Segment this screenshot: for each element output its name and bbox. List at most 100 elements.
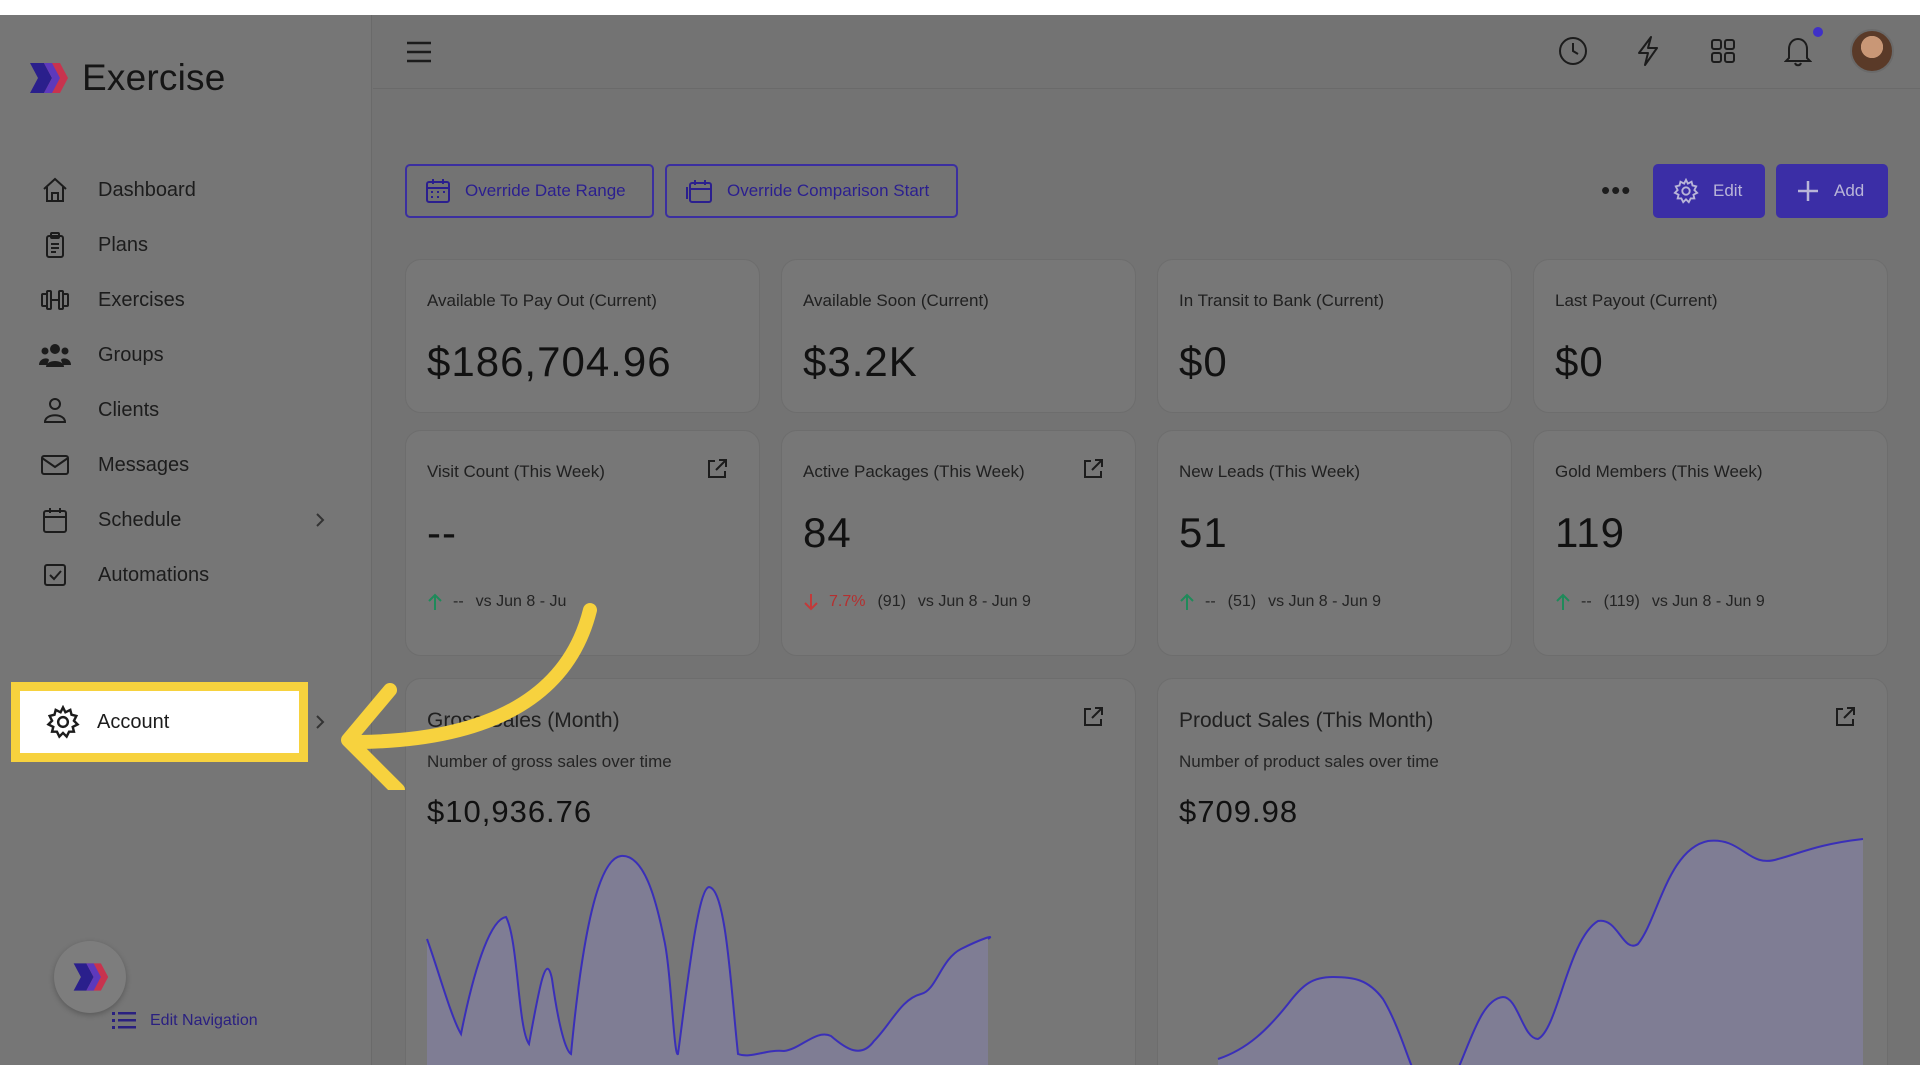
chevron-right-icon[interactable]: [310, 712, 330, 732]
card-value: 119: [1555, 509, 1625, 556]
comparison-row: 7.7% (91) vs Jun 8 - Jun 9: [803, 593, 1031, 611]
list-icon: [112, 1012, 136, 1029]
arrow-down-icon: [804, 594, 818, 611]
stat-card-gold-members[interactable]: Gold Members (This Week) 119 -- (119) vs…: [1533, 430, 1888, 656]
external-link-icon[interactable]: [1081, 705, 1105, 729]
card-title: Available Soon (Current): [803, 291, 989, 310]
sidebar-item-schedule[interactable]: Schedule: [38, 495, 338, 545]
dumbbell-icon: [38, 283, 72, 317]
gear-icon: [1673, 178, 1699, 204]
calendar-compare-icon: [686, 180, 712, 203]
sidebar-item-label: Plans: [98, 233, 149, 256]
sidebar-item-label: Schedule: [98, 508, 182, 531]
arrow-up-icon: [1180, 593, 1194, 610]
comparison-percent: --: [1581, 593, 1592, 610]
more-options-button[interactable]: •••: [1601, 175, 1632, 205]
sidebar-item-label: Groups: [98, 343, 164, 366]
external-link-icon[interactable]: [705, 457, 729, 481]
app-logo[interactable]: Exercise: [26, 57, 225, 99]
sidebar-item-label: Account: [97, 711, 170, 733]
sidebar-item-automations[interactable]: Automations: [38, 550, 338, 600]
chart-card-product-sales[interactable]: Product Sales (This Month) Number of pro…: [1157, 678, 1888, 1065]
override-comparison-start-button[interactable]: Override Comparison Start: [665, 164, 958, 218]
stat-card-active-packages[interactable]: Active Packages (This Week) 84 7.7% (91)…: [781, 430, 1136, 656]
card-value: $3.2K: [803, 338, 918, 385]
clipboard-icon: [38, 228, 72, 262]
card-value: 84: [803, 509, 852, 556]
card-title: In Transit to Bank (Current): [1179, 291, 1385, 310]
card-title: New Leads (This Week): [1179, 462, 1361, 481]
stat-card-visit-count[interactable]: Visit Count (This Week) -- -- vs Jun 8 -…: [405, 430, 760, 656]
override-date-range-label: Override Date Range: [465, 181, 626, 200]
edit-button[interactable]: Edit: [1653, 164, 1765, 218]
chart-value: $709.98: [1179, 794, 1299, 829]
add-button-label: Add: [1834, 181, 1865, 200]
comparison-percent: --: [1205, 593, 1216, 610]
card-value: $0: [1179, 338, 1228, 385]
override-date-range-button[interactable]: Override Date Range: [405, 164, 654, 218]
chart-title: Gross Sales (Month): [427, 709, 620, 732]
external-link-icon[interactable]: [1081, 457, 1105, 481]
users-icon: [38, 338, 72, 372]
sidebar-item-clients[interactable]: Clients: [38, 385, 338, 435]
plus-icon: [1798, 181, 1818, 201]
sidebar-item-dashboard[interactable]: Dashboard: [38, 165, 338, 215]
add-button[interactable]: Add: [1776, 164, 1888, 218]
chart-value: $10,936.76: [427, 794, 593, 829]
sidebar-item-label: Automations: [98, 563, 210, 586]
top-bar: [373, 15, 1920, 89]
lightning-icon[interactable]: [1630, 33, 1666, 69]
card-title: Visit Count (This Week): [427, 462, 605, 481]
bell-icon[interactable]: [1780, 33, 1816, 69]
edit-navigation-link[interactable]: Edit Navigation: [112, 1011, 258, 1031]
comparison-row: -- (119) vs Jun 8 - Jun 9: [1555, 593, 1765, 611]
sidebar-item-groups[interactable]: Groups: [38, 330, 338, 380]
stat-card-available-soon[interactable]: Available Soon (Current) $3.2K: [781, 259, 1136, 413]
comparison-previous: (51): [1227, 593, 1257, 610]
comparison-previous: (119): [1603, 593, 1640, 610]
stat-card-in-transit[interactable]: In Transit to Bank (Current) $0: [1157, 259, 1512, 413]
stat-card-available-to-pay-out[interactable]: Available To Pay Out (Current) $186,704.…: [405, 259, 760, 413]
user-avatar[interactable]: [1850, 29, 1894, 73]
chart-subtitle: Number of product sales over time: [1179, 752, 1439, 771]
comparison-row: -- vs Jun 8 - Ju: [427, 593, 566, 611]
stat-card-last-payout[interactable]: Last Payout (Current) $0: [1533, 259, 1888, 413]
chevron-right-icon[interactable]: [310, 510, 330, 530]
sidebar-item-label: Messages: [98, 453, 190, 476]
sidebar-item-exercises[interactable]: Exercises: [38, 275, 338, 325]
sidebar-item-label: Clients: [98, 398, 160, 421]
logo-mark-icon: [30, 63, 68, 93]
comparison-range: vs Jun 8 - Jun 9: [1268, 593, 1382, 610]
checkbox-icon: [38, 558, 72, 592]
edit-navigation-label: Edit Navigation: [150, 1012, 258, 1029]
card-value: $0: [1555, 338, 1604, 385]
arrow-up-icon: [1556, 593, 1570, 610]
external-link-icon[interactable]: [1833, 705, 1857, 729]
card-title: Available To Pay Out (Current): [427, 291, 657, 310]
card-title: Active Packages (This Week): [803, 462, 1025, 481]
user-icon: [38, 393, 72, 427]
sidebar-item-messages[interactable]: Messages: [38, 440, 338, 490]
help-launcher[interactable]: [54, 941, 126, 1013]
sidebar: Exercise Dashboard Plans Exercises: [0, 15, 372, 1065]
sparkline-product-sales: [1217, 838, 1864, 1065]
comparison-range: vs Jun 8 - Ju: [475, 593, 567, 610]
stat-card-new-leads[interactable]: New Leads (This Week) 51 -- (51) vs Jun …: [1157, 430, 1512, 656]
apps-grid-icon[interactable]: [1705, 33, 1741, 69]
sidebar-item-account[interactable]: Account: [11, 682, 308, 762]
card-value: --: [427, 509, 457, 556]
mail-icon: [38, 448, 72, 482]
card-title: Gold Members (This Week): [1555, 462, 1763, 481]
comparison-range: vs Jun 8 - Jun 9: [1651, 593, 1765, 610]
sidebar-item-label: Exercises: [98, 288, 185, 311]
notification-dot: [1813, 27, 1823, 37]
chart-subtitle: Number of gross sales over time: [427, 752, 672, 771]
card-value: 51: [1179, 509, 1228, 556]
hamburger-menu-icon[interactable]: [405, 39, 433, 65]
history-icon[interactable]: [1555, 33, 1591, 69]
sidebar-item-plans[interactable]: Plans: [38, 220, 338, 270]
chart-card-gross-sales[interactable]: Gross Sales (Month) Number of gross sale…: [405, 678, 1136, 1065]
sparkline-gross-sales: [426, 854, 991, 1065]
comparison-range: vs Jun 8 - Jun 9: [917, 593, 1031, 610]
comparison-percent: --: [453, 593, 464, 610]
